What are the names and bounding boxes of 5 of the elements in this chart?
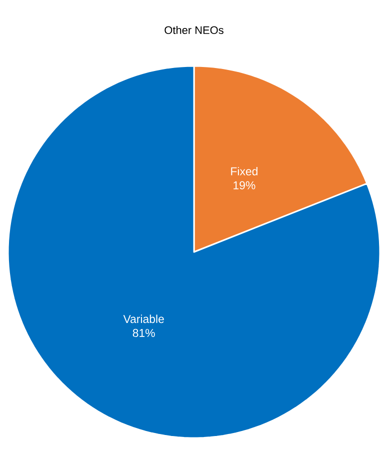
slice-label: Variable	[123, 314, 164, 324]
chart-title: Other NEOs	[164, 26, 224, 34]
data-label: 19%	[234, 181, 256, 190]
slice-label: Fixed	[231, 166, 258, 176]
data-label: 81%	[132, 328, 155, 338]
